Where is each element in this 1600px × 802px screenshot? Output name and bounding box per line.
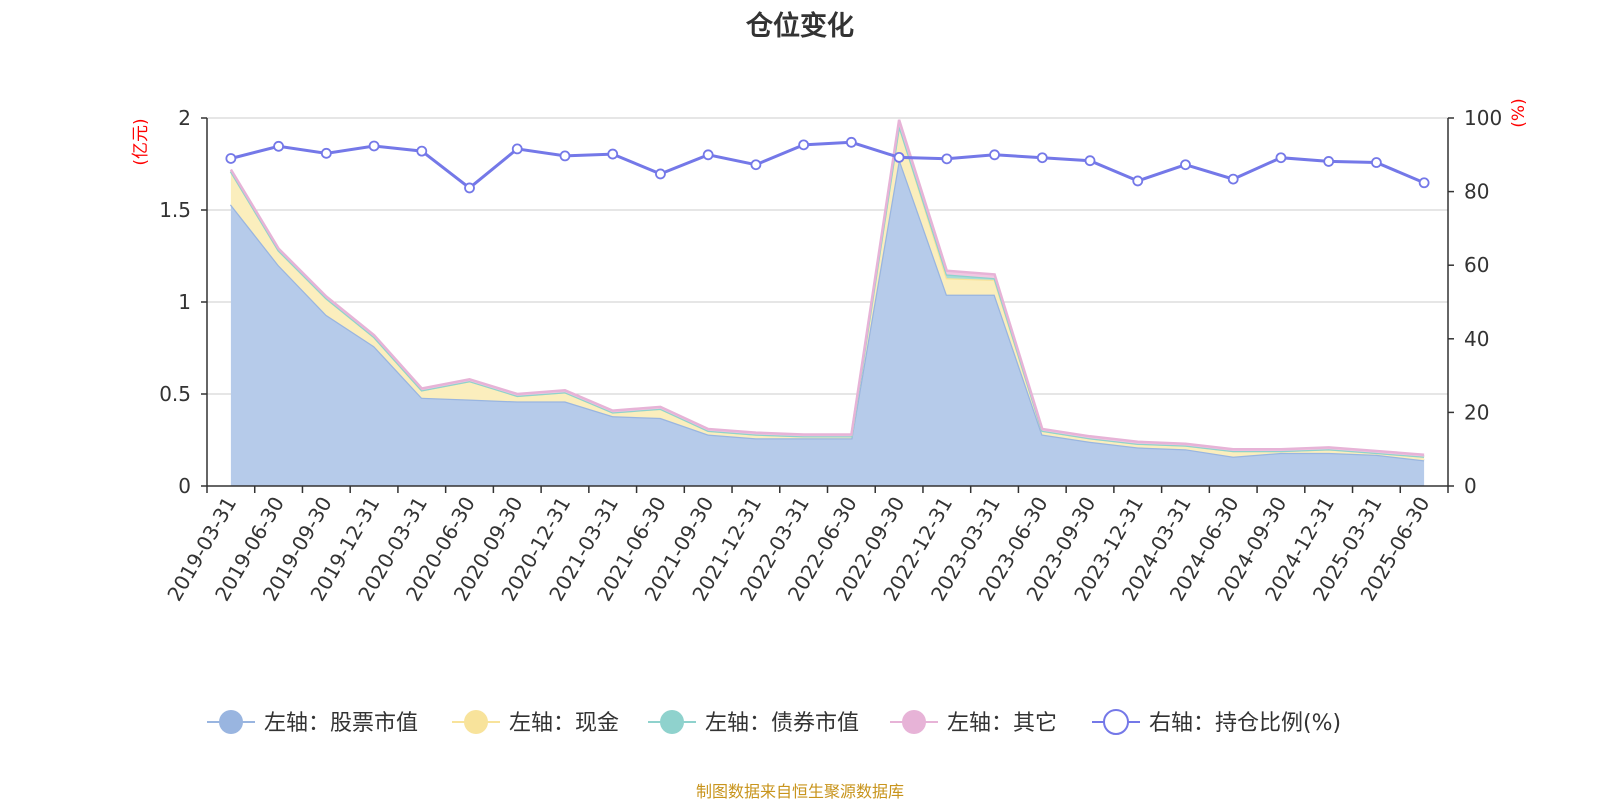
left-axis-unit: (亿元): [131, 118, 151, 165]
legend-marker: [902, 710, 926, 734]
position-ratio-line: [225, 136, 1430, 194]
ratio-line-path: [230, 140, 1425, 190]
ratio-point: [320, 147, 332, 159]
data-source-note: 制图数据来自恒生聚源数据库: [695, 782, 904, 801]
ratio-point: [511, 143, 523, 155]
left-tick-label: 0: [178, 474, 191, 498]
ratio-point: [798, 139, 810, 151]
chart-title: 仓位变化: [746, 11, 854, 42]
legend-marker: [1103, 709, 1129, 735]
legend-marker: [219, 710, 243, 734]
right-tick-label: 60: [1464, 253, 1489, 277]
left-tick-label: 2: [178, 106, 191, 130]
legend-label: 左轴：债券市值: [705, 711, 859, 736]
ratio-point: [464, 182, 475, 194]
grid-lines: [207, 117, 1448, 395]
ratio-point: [989, 149, 1000, 161]
ratio-point: [1418, 177, 1430, 189]
stacked-areas: [229, 119, 1425, 486]
ratio-point: [941, 153, 953, 165]
legend-marker: [660, 710, 684, 734]
ratio-point: [416, 145, 428, 157]
ratio-point: [1323, 156, 1335, 167]
ratio-point: [655, 168, 666, 180]
ratio-point: [1180, 159, 1191, 171]
ratio-point: [1084, 155, 1096, 167]
legend-label: 左轴：股票市值: [264, 711, 418, 736]
ratio-point: [1227, 173, 1239, 185]
ratio-point: [225, 153, 237, 164]
ratio-point: [702, 149, 714, 161]
right-tick-label: 0: [1464, 474, 1477, 498]
ratio-point: [893, 151, 905, 163]
ratio-point: [1132, 175, 1144, 187]
right-tick-label: 80: [1464, 180, 1489, 204]
left-tick-label: 0.5: [159, 382, 191, 406]
legend-label: 右轴：持仓比例(%): [1149, 711, 1341, 736]
right-tick-label: 40: [1464, 327, 1489, 351]
left-tick-label: 1: [178, 290, 191, 314]
right-tick-label: 100: [1464, 106, 1502, 130]
area-左轴：股票市值: [230, 158, 1425, 486]
ratio-point: [1371, 157, 1382, 168]
legend-label: 左轴：现金: [509, 711, 619, 736]
legend-marker: [464, 710, 488, 734]
ratio-point: [273, 140, 284, 152]
area-edge-左轴：其它: [229, 119, 1425, 456]
left-tick-label: 1.5: [159, 198, 191, 222]
ratio-point: [750, 159, 762, 171]
right-axis-unit: (%): [1509, 98, 1529, 127]
ratio-point: [1036, 152, 1048, 164]
ratio-point: [559, 150, 571, 162]
ratio-point: [368, 140, 380, 152]
right-tick-label: 20: [1464, 400, 1489, 424]
legend-label: 左轴：其它: [947, 711, 1057, 736]
ratio-point: [845, 136, 857, 148]
legend[interactable]: 左轴：股票市值 左轴：现金 左轴：债券市值 左轴：其它 右轴：持仓比例(%): [207, 709, 1341, 736]
ratio-point: [607, 148, 619, 160]
ratio-point: [1275, 152, 1287, 164]
